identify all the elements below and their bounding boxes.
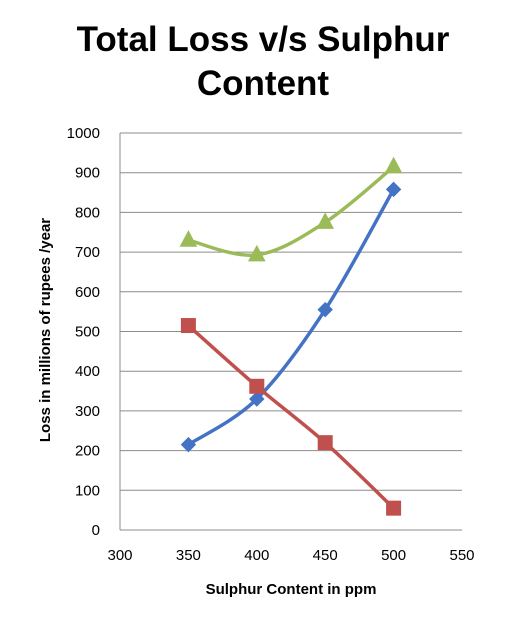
- y-tick-label: 800: [75, 204, 100, 221]
- y-axis-label: Loss in millions of rupees /year: [37, 218, 54, 442]
- data-point-triangle: [179, 230, 198, 247]
- x-tick-label: 450: [313, 547, 338, 564]
- data-point-diamond: [317, 301, 333, 318]
- chart-title-line-1: Total Loss v/s Sulphur: [76, 20, 450, 59]
- y-tick-label: 0: [92, 522, 100, 539]
- y-tick-label: 700: [75, 244, 100, 261]
- data-point-diamond: [180, 436, 197, 453]
- series-1: [180, 181, 402, 453]
- axes: [119, 133, 462, 531]
- x-tick-labels: 300 350 400 450 500 550: [107, 547, 474, 564]
- data-point-square: [249, 378, 265, 394]
- series-line: [187, 324, 395, 510]
- y-tick-label: 600: [75, 284, 100, 301]
- series: [179, 156, 403, 516]
- x-tick-label: 350: [176, 547, 201, 564]
- data-point-square: [386, 500, 402, 516]
- x-axis-label: Sulphur Content in ppm: [206, 581, 377, 598]
- y-tick-label: 500: [75, 324, 100, 341]
- chart-title-line-2: Content: [196, 64, 330, 103]
- y-tick-label: 900: [75, 165, 100, 182]
- x-tick-label: 550: [449, 547, 474, 564]
- series-line: [187, 165, 395, 257]
- y-tick-labels: 0 100 200 300 400 500 600 700 800 900 1000: [67, 125, 100, 539]
- x-tick-label: 400: [244, 547, 269, 564]
- data-point-triangle: [316, 212, 335, 229]
- x-tick-label: 500: [381, 547, 406, 564]
- chart-title: Total Loss v/s Sulphur Content: [0, 18, 526, 106]
- x-tick-label: 300: [107, 547, 132, 564]
- data-point-square: [180, 318, 196, 334]
- y-tick-label: 300: [75, 403, 100, 420]
- data-point-triangle: [384, 156, 403, 174]
- series-2: [180, 318, 402, 516]
- gridlines: [120, 132, 462, 491]
- y-tick-label: 100: [75, 482, 100, 499]
- series-3: [179, 156, 403, 262]
- data-point-triangle: [247, 244, 266, 262]
- y-tick-label: 200: [75, 443, 100, 460]
- y-tick-label: 1000: [67, 125, 100, 142]
- data-point-diamond: [249, 391, 265, 407]
- data-point-diamond: [385, 181, 402, 198]
- data-point-square: [317, 435, 333, 451]
- y-tick-label: 400: [75, 363, 100, 380]
- series-line: [187, 188, 396, 447]
